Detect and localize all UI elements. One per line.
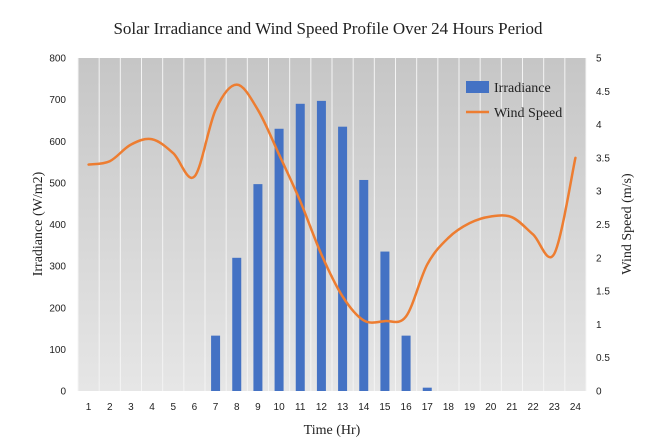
x-tick-label: 6: [192, 402, 198, 413]
left-axis-label: Irradiance (W/m2): [31, 171, 46, 276]
irradiance-bar-13: [338, 126, 348, 392]
irradiance-bar-12: [316, 100, 326, 391]
x-tick-label: 10: [274, 402, 286, 413]
irradiance-bar-14: [359, 179, 369, 391]
y-tick-label: 500: [49, 178, 66, 189]
chart-title: Solar Irradiance and Wind Speed Profile …: [113, 19, 543, 38]
y-tick-label: 600: [49, 137, 66, 148]
y-tick-label: 100: [49, 345, 66, 356]
legend-label-irradiance: Irradiance: [494, 81, 551, 96]
x-tick-label: 15: [379, 402, 391, 413]
y2-tick-label: 3: [596, 187, 602, 198]
x-tick-label: 11: [295, 402, 306, 413]
x-tick-label: 2: [107, 402, 113, 413]
x-tick-label: 8: [234, 402, 240, 413]
x-tick-label: 19: [464, 402, 476, 413]
x-tick-label: 4: [149, 402, 155, 413]
wind-speed-line: [87, 83, 577, 324]
x-tick-label: 9: [255, 402, 261, 413]
y-tick-label: 400: [49, 220, 66, 231]
irradiance-bar-10: [274, 128, 284, 391]
irradiance-bar-17: [422, 387, 432, 391]
x-axis-ticks: 1 2 3 4 5 6 7 8 9 10 11 12 13 14 15 16 17 18 19 20 21 22 23 24: [86, 402, 582, 413]
x-tick-label: 22: [528, 402, 540, 413]
y2-tick-label: 2: [596, 253, 602, 264]
x-tick-label: 21: [506, 402, 518, 413]
y2-tick-label: 1: [596, 320, 602, 331]
right-axis-ticks: 0 0.5 1 1.5 2 2.5 3 3.5 4 4.5 5: [596, 54, 610, 398]
y-tick-label: 800: [49, 54, 66, 65]
y2-tick-label: 2.5: [596, 220, 610, 231]
x-tick-label: 13: [337, 402, 349, 413]
irradiance-bar-8: [232, 257, 242, 391]
y-tick-label: 200: [49, 303, 66, 314]
y2-tick-label: 3.5: [596, 153, 610, 164]
x-tick-label: 16: [401, 402, 413, 413]
x-tick-label: 20: [485, 402, 497, 413]
right-axis-label: Wind Speed (m/s): [620, 173, 635, 275]
x-axis-label: Time (Hr): [304, 423, 361, 438]
irradiance-bar-7: [211, 335, 221, 391]
x-tick-label: 24: [570, 402, 582, 413]
y-tick-label: 300: [49, 262, 66, 273]
x-tick-label: 12: [316, 402, 328, 413]
y2-tick-label: 5: [596, 54, 602, 65]
legend-swatch-irradiance: [466, 81, 489, 93]
x-tick-label: 14: [358, 402, 370, 413]
y2-tick-label: 0: [596, 387, 602, 398]
y2-tick-label: 4.5: [596, 87, 610, 98]
y2-tick-label: 0.5: [596, 353, 610, 364]
y2-tick-label: 1.5: [596, 287, 610, 298]
irradiance-bar-11: [295, 103, 305, 391]
y2-tick-label: 4: [596, 120, 602, 131]
y-tick-label: 0: [60, 387, 66, 398]
x-tick-label: 5: [170, 402, 176, 413]
x-tick-label: 3: [128, 402, 134, 413]
legend-label-wind-speed: Wind Speed: [494, 106, 562, 121]
x-tick-label: 1: [86, 402, 92, 413]
x-tick-label: 7: [213, 402, 219, 413]
left-axis-ticks: 0 100 200 300 400 500 600 700 800: [49, 54, 66, 398]
irradiance-bar-16: [401, 335, 411, 391]
x-tick-label: 18: [443, 402, 455, 413]
legend: Irradiance Wind Speed: [466, 81, 562, 121]
y-tick-label: 700: [49, 95, 66, 106]
wind-speed-series-line: [87, 83, 577, 324]
x-tick-label: 17: [422, 402, 434, 413]
irradiance-bar-9: [253, 184, 263, 391]
x-tick-label: 23: [549, 402, 561, 413]
